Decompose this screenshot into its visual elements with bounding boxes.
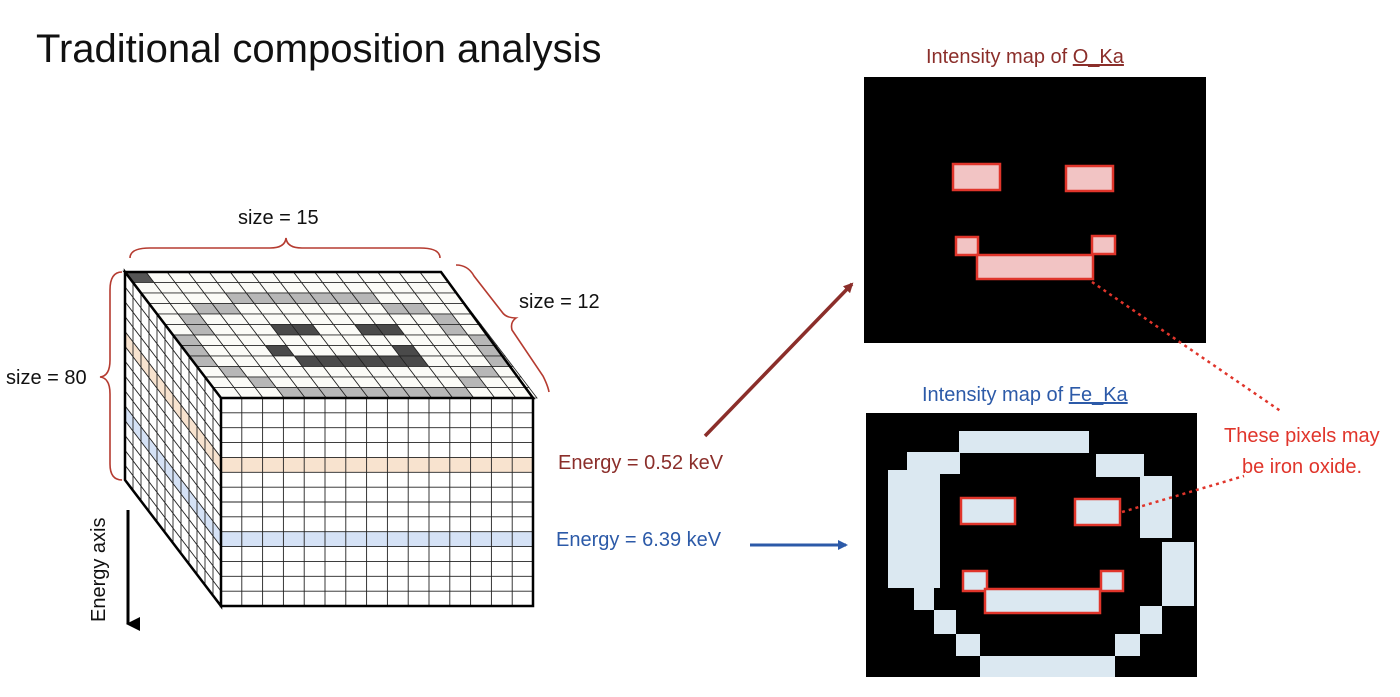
width-brace	[129, 237, 441, 259]
o-map-title-prefix: Intensity map of	[926, 46, 1073, 68]
blue-band-front	[221, 531, 533, 547]
fe-pixel-mouth-bottom	[983, 587, 1102, 615]
fe-ring-pixel	[1140, 606, 1162, 634]
o-annotation-leader	[1091, 280, 1283, 414]
cube-outline	[122, 268, 536, 610]
width-label: size = 15	[238, 207, 319, 229]
o-pixel-right-eye	[1064, 164, 1115, 193]
fe-ring-pixel	[914, 588, 934, 610]
fe-ring-pixel	[1115, 634, 1140, 656]
side-grid-line	[124, 346, 222, 473]
side-grid-line	[124, 435, 222, 562]
fe-map-title-element: Fe_Ka	[1069, 384, 1129, 406]
fe-ring-pixel	[888, 470, 940, 588]
cube-front-face	[221, 398, 533, 606]
o-energy-arrow	[703, 282, 854, 438]
side-grid-line	[124, 405, 222, 532]
side-grid-line	[124, 390, 222, 518]
fe-ring-pixel	[907, 452, 960, 474]
fe-ring-pixel	[1162, 542, 1194, 606]
side-grid-line	[124, 360, 222, 488]
depth-label: size = 12	[519, 291, 600, 313]
fe-map-pixels	[888, 431, 1194, 677]
o-pixel-mouth-left	[954, 235, 980, 257]
energy-axis-label: Energy axis	[88, 518, 110, 623]
fe-annotation-leader	[1121, 474, 1245, 514]
side-grid-line	[124, 464, 222, 592]
fe-ring-pixel	[1096, 454, 1144, 477]
fe-ring-pixel	[934, 610, 956, 634]
annotation-line-1: These pixels may	[1224, 425, 1380, 447]
fe-energy-label: Energy = 6.39 keV	[556, 529, 722, 551]
fe-ring-pixel	[980, 656, 1115, 677]
fe-ring-pixel	[1140, 476, 1172, 538]
fe-map-title: Intensity map of Fe_Ka	[922, 384, 1129, 406]
fe-pixel-mouth-left	[961, 569, 989, 593]
o-map-pixels	[951, 162, 1117, 281]
o-map-title: Intensity map of O_Ka	[926, 46, 1125, 68]
o-pixel-left-eye	[951, 162, 1002, 192]
orange-band-front	[221, 457, 533, 473]
side-grid-line	[124, 286, 222, 414]
o-energy-label: Energy = 0.52 keV	[558, 452, 724, 474]
fe-map-title-prefix: Intensity map of	[922, 384, 1069, 406]
o-pixel-mouth-right	[1090, 234, 1117, 256]
o-intensity-map	[864, 77, 1206, 343]
annotation-line-2: be iron oxide.	[1242, 456, 1362, 478]
fe-ring-pixel	[959, 431, 1089, 453]
side-grid-line	[124, 331, 222, 458]
side-grid-line	[124, 301, 222, 428]
side-grid-line	[124, 375, 222, 503]
fe-pixel-right-eye	[1073, 497, 1122, 527]
side-grid-line	[124, 316, 222, 443]
side-grid-line	[124, 420, 222, 547]
data-cube	[122, 268, 538, 610]
fe-ring-pixel	[956, 634, 980, 656]
height-brace	[99, 271, 123, 481]
depth-brace	[455, 264, 550, 393]
fe-pixel-mouth-right	[1099, 569, 1125, 593]
height-label: size = 80	[6, 367, 87, 389]
o-pixel-mouth-bottom	[975, 253, 1095, 281]
o-map-title-element: O_Ka	[1073, 46, 1125, 68]
fe-pixel-left-eye	[959, 496, 1017, 526]
cube-side-face	[124, 272, 222, 606]
cube-top-face	[124, 271, 538, 399]
side-grid-line	[124, 450, 222, 577]
slide-title: Traditional composition analysis	[36, 27, 601, 71]
